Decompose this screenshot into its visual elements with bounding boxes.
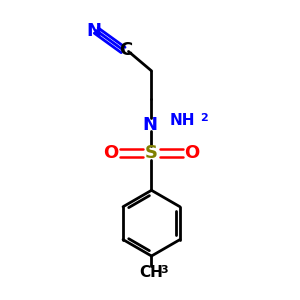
Text: 3: 3 (160, 266, 168, 275)
Text: N: N (142, 116, 158, 134)
Text: NH: NH (170, 112, 196, 128)
Text: O: O (184, 144, 200, 162)
Text: S: S (145, 144, 158, 162)
Text: O: O (103, 144, 119, 162)
Text: C: C (119, 41, 132, 59)
Text: CH: CH (140, 265, 164, 280)
Text: N: N (86, 22, 101, 40)
Text: 2: 2 (200, 113, 208, 123)
